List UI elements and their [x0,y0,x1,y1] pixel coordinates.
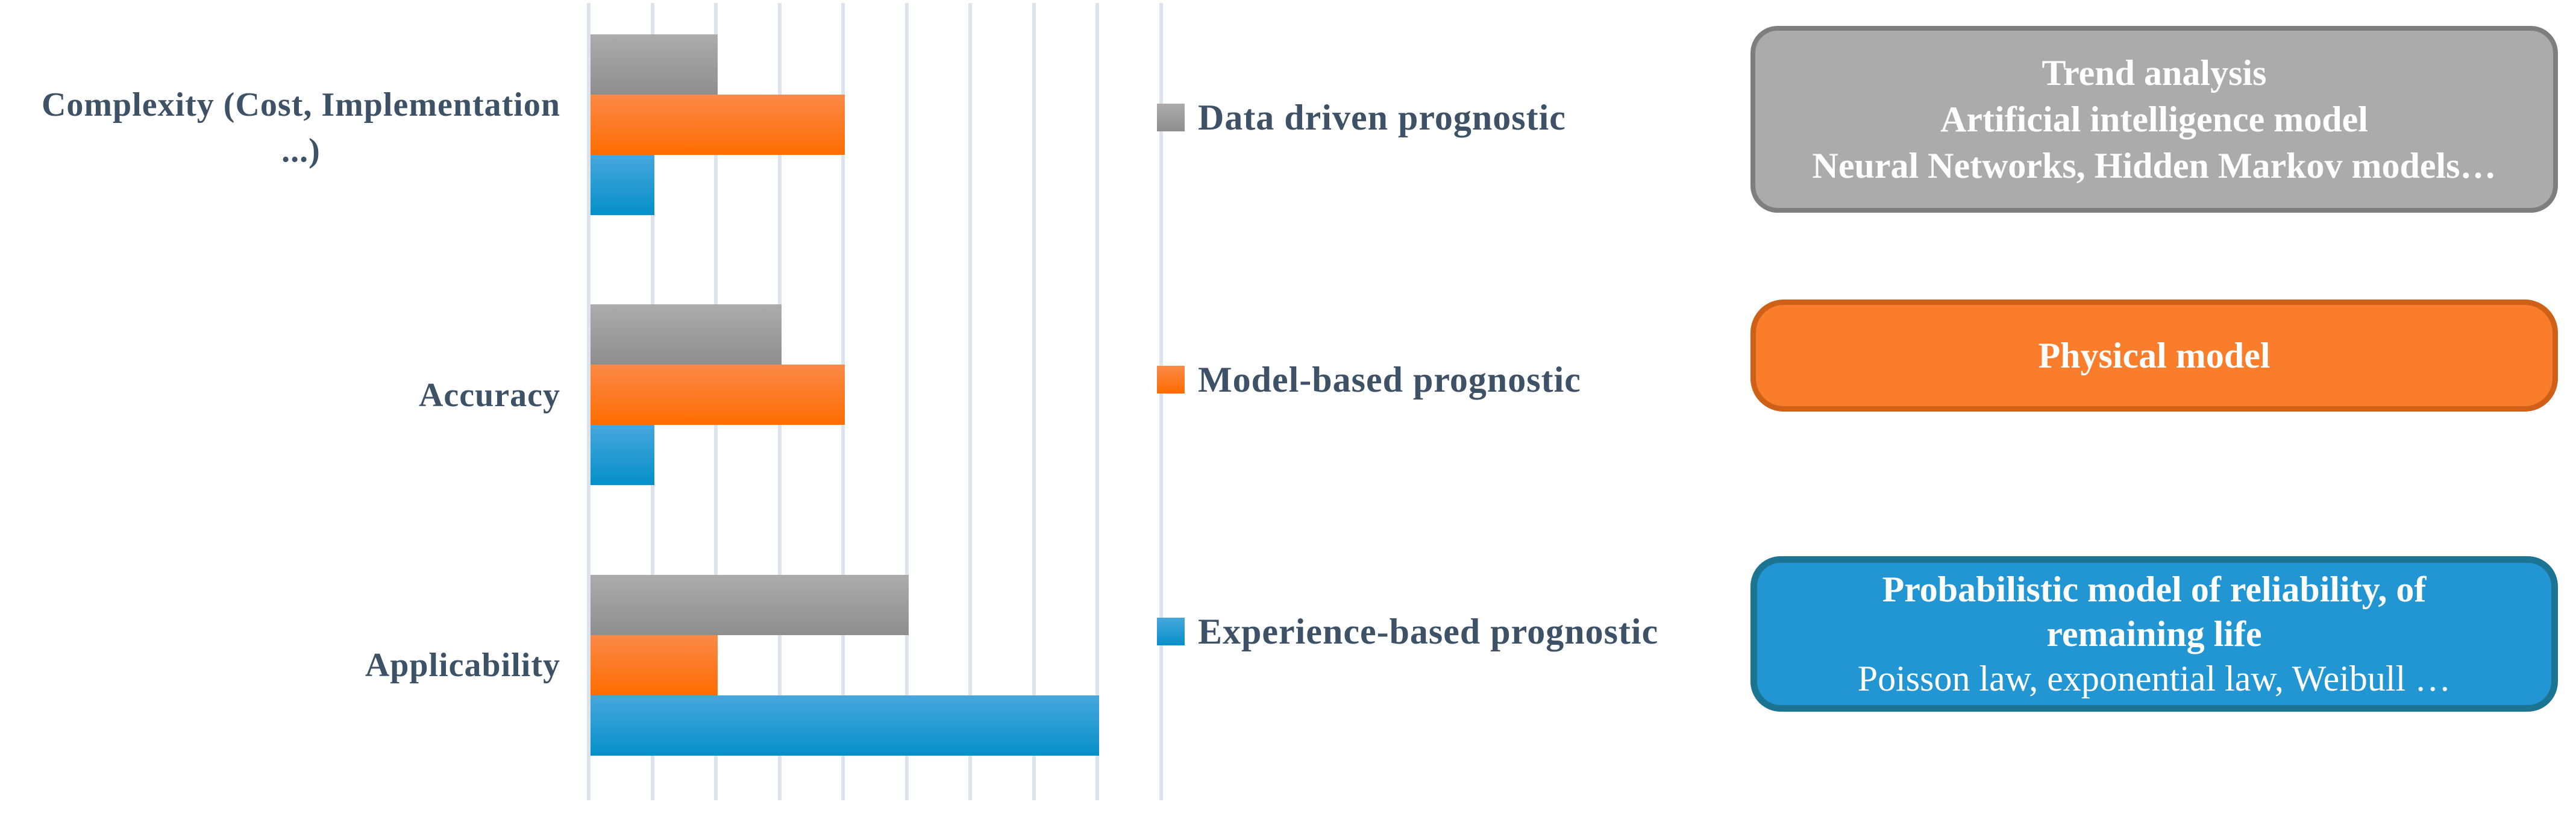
bar-model-based-accuracy [591,365,845,425]
plot-area [587,3,1163,800]
bar-model-based-complexity [591,95,845,155]
bar-data-driven-accuracy [591,304,782,365]
legend-label-model-based: Model-based prognostic [1198,359,1581,400]
bar-data-driven-applicability [591,575,909,635]
bar-experience-based-accuracy [591,425,654,485]
annotation-line: Trend analysis [2042,52,2267,93]
gridline [1032,3,1036,800]
gridline [1159,3,1163,800]
annotation-line: Probabilistic model of reliability, of [1882,569,2427,609]
legend-item-data-driven: Data driven prognostic [1157,97,1566,137]
legend-swatch-blue-icon [1157,618,1185,645]
gridline [904,3,909,800]
gridline [1095,3,1100,800]
annotation-line: Poisson law, exponential law, Weibull … [1857,659,2451,698]
bar-experience-based-complexity [591,155,654,215]
legend-item-model-based: Model-based prognostic [1157,359,1581,400]
legend-item-experience-based: Experience-based prognostic [1157,611,1659,651]
bar-model-based-applicability [591,635,718,695]
legend-swatch-orange-icon [1157,366,1185,393]
annotation-line: Artificial intelligence model [1940,99,2368,139]
legend-label-experience-based: Experience-based prognostic [1198,611,1659,651]
bar-experience-based-applicability [591,695,1100,756]
gridline [968,3,973,800]
annotation-line: Physical model [2038,335,2270,375]
category-label-applicability: Applicability [365,647,560,684]
annotation-box-data-driven: Trend analysis Artificial intelligence m… [1750,26,2558,213]
annotation-box-model-based: Physical model [1750,299,2558,412]
annotation-line: remaining life [2046,614,2262,654]
annotation-line: Neural Networks, Hidden Markov models… [1812,145,2496,186]
category-label-complexity: Complexity (Cost, Implementation ...) [41,86,560,169]
gridline [587,3,591,800]
legend-swatch-gray-icon [1157,104,1185,131]
annotation-box-experience-based: Probabilistic model of reliability, of r… [1750,556,2558,712]
bar-data-driven-complexity [591,34,718,95]
category-label-accuracy: Accuracy [418,377,560,414]
legend-label-data-driven: Data driven prognostic [1198,97,1566,137]
